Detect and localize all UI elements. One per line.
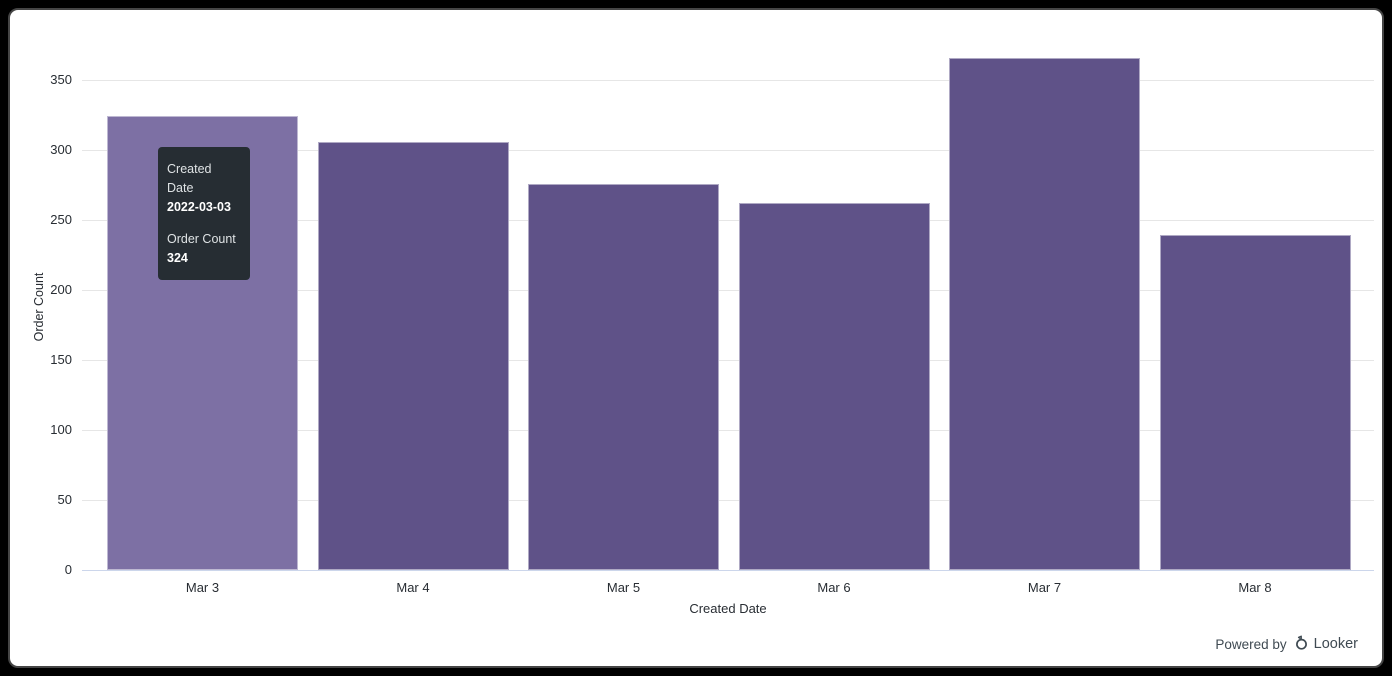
y-tick-label-300: 300 <box>50 142 72 157</box>
x-axis-title: Created Date <box>689 601 767 616</box>
bar-mar-8[interactable] <box>1159 235 1351 570</box>
bar-mar-7[interactable] <box>949 57 1140 570</box>
x-tick-label-mar-3: Mar 3 <box>185 580 220 595</box>
tooltip: Created Date 2022-03-03 Order Count 324 <box>158 147 250 280</box>
y-tick-label-0: 0 <box>64 562 72 577</box>
bar-mar-4[interactable] <box>317 141 509 570</box>
x-tick-label-mar-4: Mar 4 <box>396 580 430 595</box>
y-tick-label-150: 150 <box>50 352 72 367</box>
gridline-200 <box>82 290 1374 291</box>
tooltip-measure-label: Order Count <box>167 232 236 246</box>
y-tick-label-200: 200 <box>50 282 72 297</box>
tooltip-field-value: 2022-03-03 <box>167 200 231 214</box>
bar-mar-5[interactable] <box>528 183 719 570</box>
powered-by-text: Powered by <box>1215 636 1287 652</box>
powered-by-looker-link[interactable]: Powered by Looker <box>1215 634 1358 654</box>
tooltip-measure-value: 324 <box>167 251 188 265</box>
x-tick-label-mar-7: Mar 7 <box>1027 580 1062 595</box>
bar-mar-6[interactable] <box>738 203 930 570</box>
gridline-100 <box>82 430 1374 431</box>
gridline-150 <box>82 360 1374 361</box>
y-tick-label-350: 350 <box>50 72 72 87</box>
looker-brand-text: Looker <box>1313 636 1358 652</box>
gridline-50 <box>82 500 1374 501</box>
x-tick-label-mar-6: Mar 6 <box>817 580 851 595</box>
y-tick-label-50: 50 <box>57 492 72 507</box>
x-tick-label-mar-5: Mar 5 <box>606 580 641 595</box>
tooltip-field-label: Created Date <box>167 162 212 195</box>
x-tick-label-mar-8: Mar 8 <box>1238 580 1272 595</box>
gridline-300 <box>82 150 1374 151</box>
bar-chart: Order Count 0 50 100 150 200 250 300 350 Mar 3 M… <box>10 10 1382 666</box>
tooltip-spacer <box>167 217 241 230</box>
gridline-350 <box>82 80 1374 81</box>
gridline-250 <box>82 220 1374 221</box>
y-tick-label-250: 250 <box>50 212 72 227</box>
x-axis-line <box>82 570 1374 571</box>
chart-panel: Order Count 0 50 100 150 200 250 300 350 Mar 3 M… <box>8 8 1384 668</box>
y-tick-label-100: 100 <box>50 422 72 437</box>
looker-logo-icon <box>1294 634 1309 654</box>
